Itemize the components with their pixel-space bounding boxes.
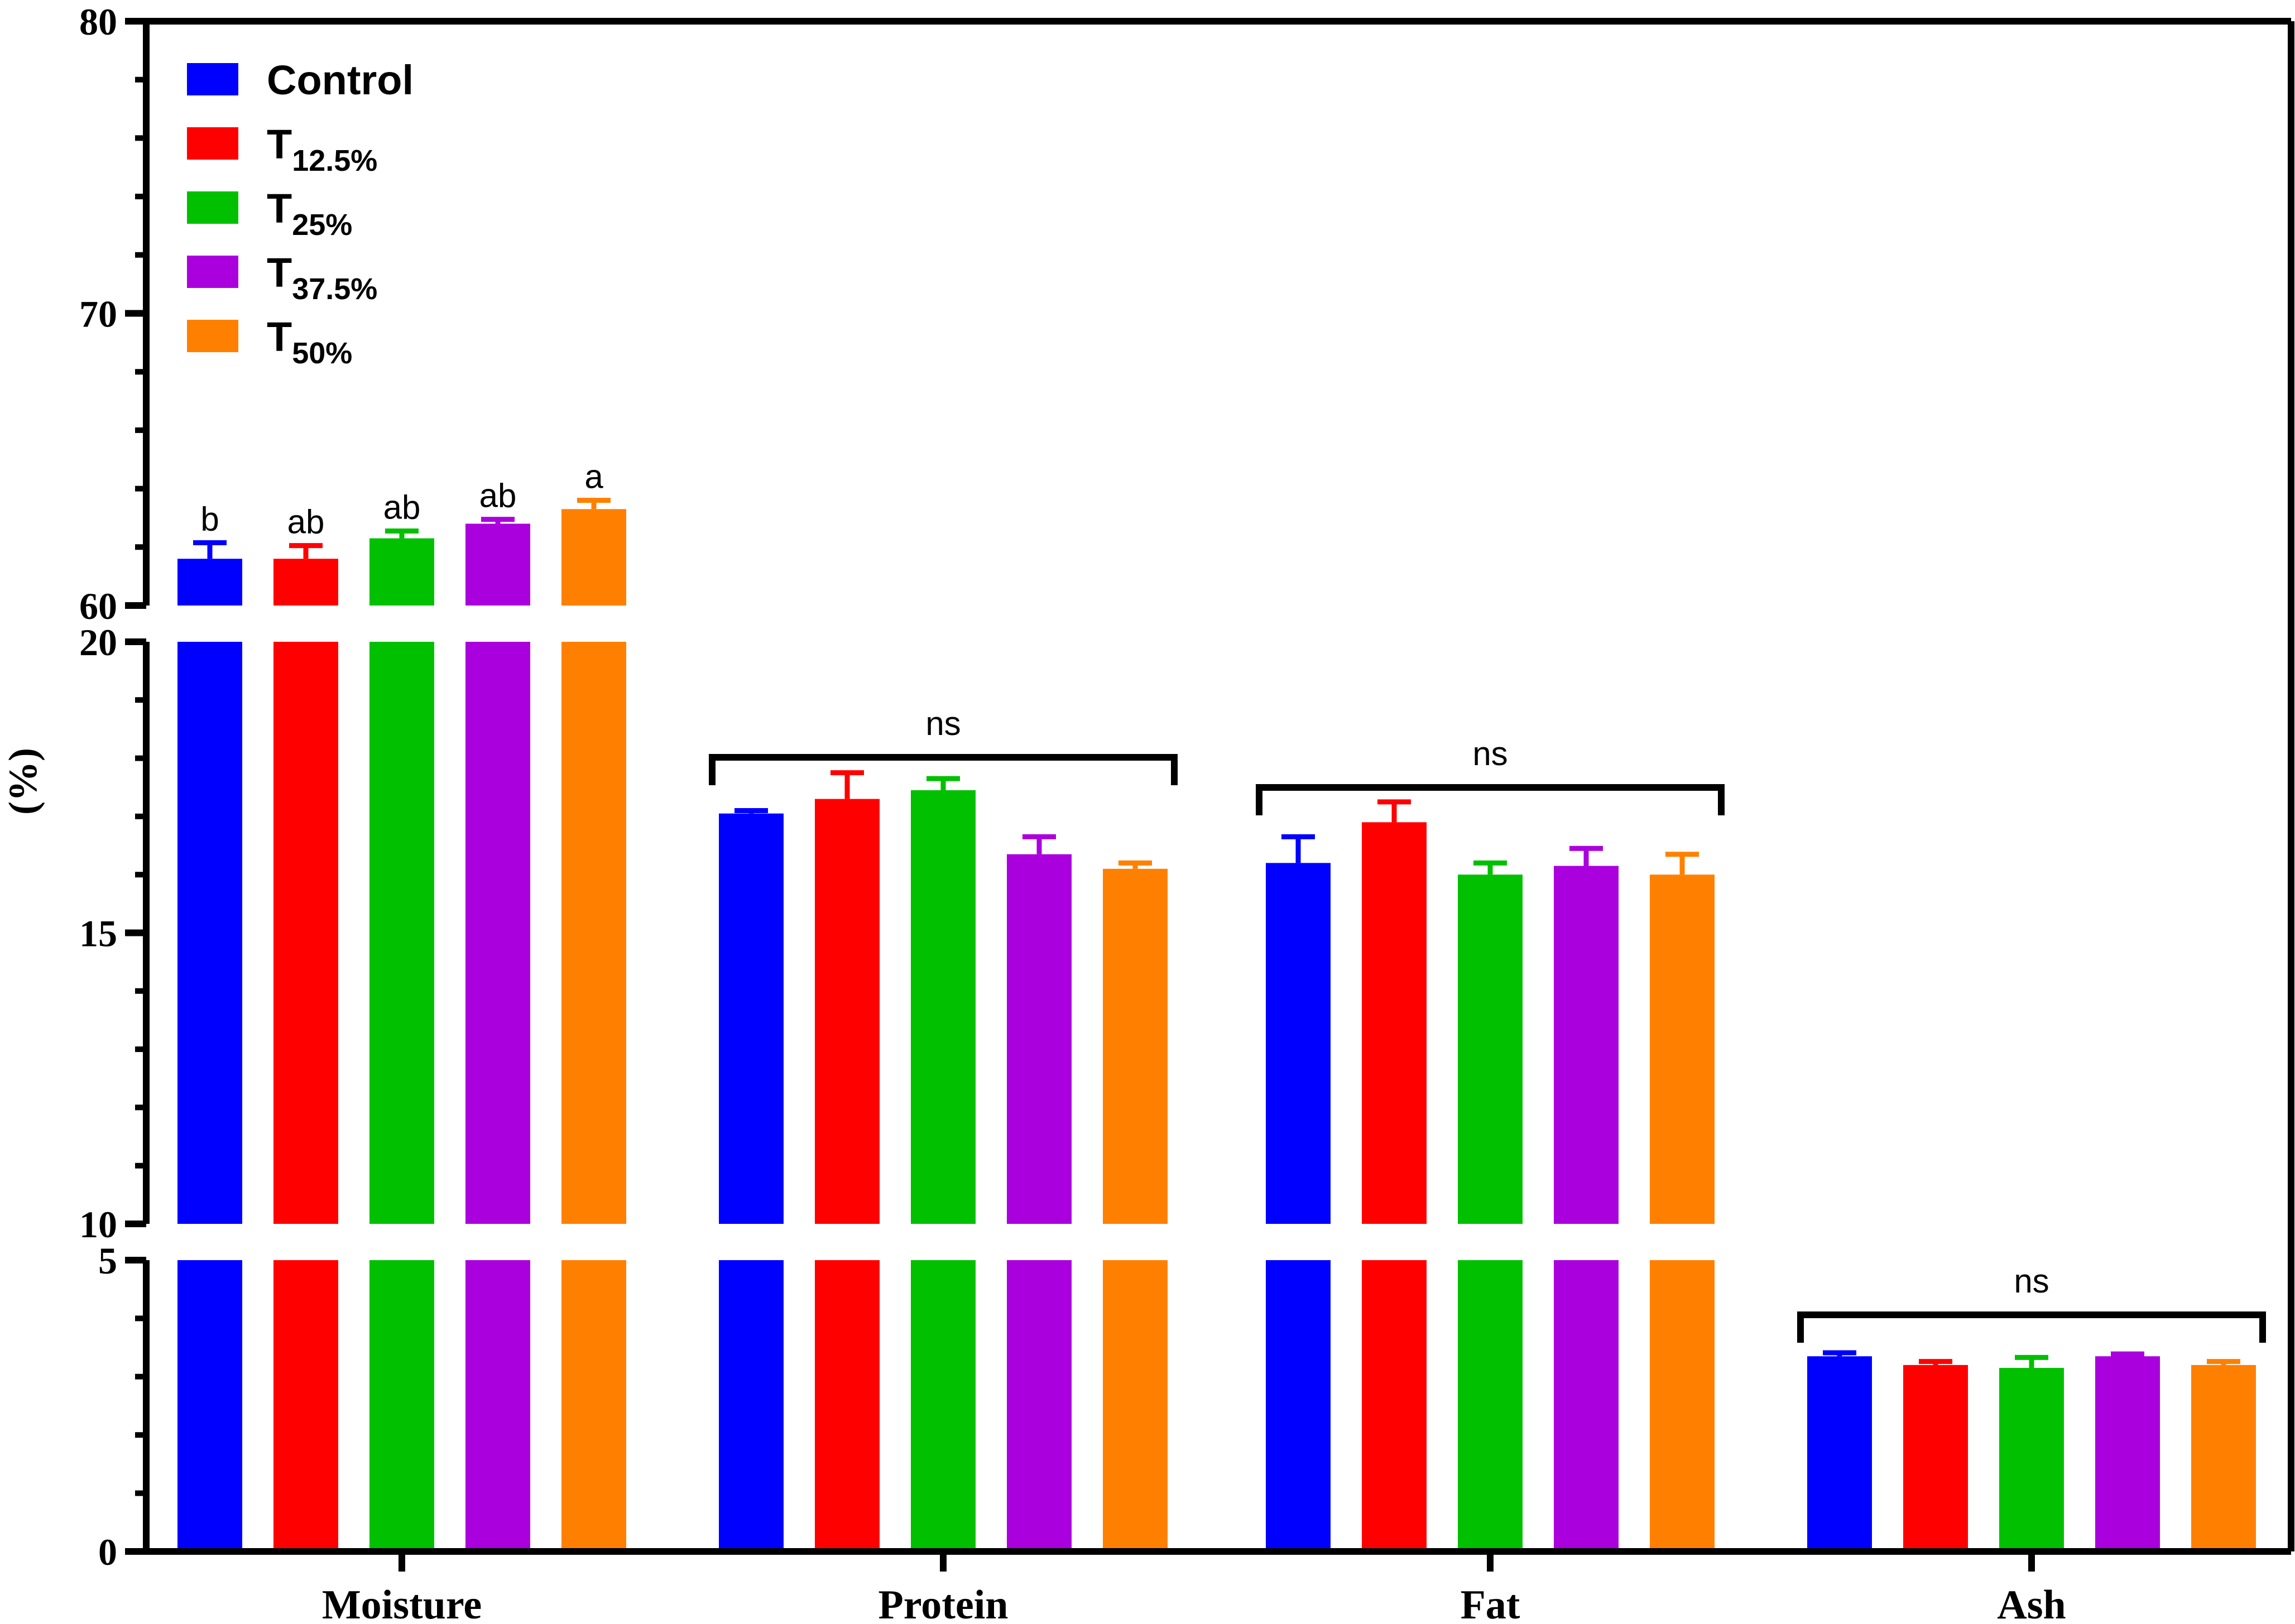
legend-label-1: T12.5% [267,121,377,177]
bar-moisture-Control [177,559,242,606]
bar-moisture-1-segment-1 [273,642,338,1224]
legend-swatch-3 [187,256,238,288]
significance-label-fat: ns [1472,735,1507,772]
significance-letter: a [584,458,603,496]
bar-protein-2-segment-0 [911,1260,976,1551]
bar-ash-T37.5% [2095,1356,2160,1551]
bar-fat-T50% [1650,875,1715,1224]
bar-fat-1-segment-0 [1362,1260,1427,1551]
x-tick-label-protein: Protein [878,1582,1009,1624]
x-tick-label-moisture: Moisture [322,1582,482,1624]
bar-fat-4-segment-0 [1650,1260,1715,1551]
bar-moisture-2-segment-1 [369,642,434,1224]
legend-swatch-1 [187,127,238,160]
bar-fat-T12.5% [1362,822,1427,1224]
bar-fat-0-segment-0 [1266,1260,1331,1551]
y-axis-label: (%) [1,748,45,815]
bar-moisture-4-segment-0 [561,1260,626,1551]
bar-protein-T25% [911,790,976,1224]
bar-fat-T25% [1458,875,1523,1224]
bar-protein-1-segment-0 [815,1260,880,1551]
bar-ash-Control [1807,1356,1872,1551]
bar-fat-3-segment-0 [1554,1260,1619,1551]
significance-letter: b [200,500,219,537]
legend-swatch-4 [187,320,238,352]
significance-label-ash: ns [2014,1262,2049,1300]
bar-moisture-0-segment-1 [177,642,242,1224]
bar-moisture-T50% [561,509,626,606]
y-tick-label: 10 [79,1203,117,1246]
bar-protein-T37.5% [1007,854,1072,1224]
x-tick-label-fat: Fat [1461,1582,1520,1624]
significance-letter: ab [383,489,421,526]
significance-letter: ab [287,503,325,541]
y-tick-label: 70 [79,293,117,335]
x-tick-label-ash: Ash [1997,1582,2066,1624]
bar-moisture-T12.5% [273,559,338,606]
bar-ash-T50% [2191,1364,2256,1551]
bar-moisture-4-segment-1 [561,642,626,1224]
legend-label-2: T25% [267,185,352,242]
bar-ash-T25% [1999,1368,2064,1551]
bar-protein-0-segment-0 [719,1260,784,1551]
legend-label-4: T50% [267,314,352,370]
y-tick-label: 5 [98,1239,117,1282]
bar-moisture-1-segment-0 [273,1260,338,1551]
bar-fat-T37.5% [1554,866,1619,1224]
significance-bracket-ash [1797,1311,2266,1343]
legend-swatch-2 [187,191,238,224]
legend: Control T12.5% T25% T37.5% T50% [187,57,414,370]
legend-label-0: Control [267,57,414,103]
significance-bracket-protein [709,754,1178,785]
bar-protein-4-segment-0 [1103,1260,1168,1551]
significance-bracket-fat [1256,784,1725,815]
bar-protein-T50% [1103,868,1168,1224]
bar-moisture-T37.5% [465,523,530,606]
significance-label-protein: ns [925,705,961,742]
legend-label-3: T37.5% [267,249,377,306]
y-tick-label: 0 [98,1531,117,1573]
bar-protein-T12.5% [815,799,880,1224]
bar-moisture-2-segment-0 [369,1260,434,1551]
y-tick-label: 15 [79,912,117,955]
legend-swatch-0 [187,63,238,95]
bar-moisture-T25% [369,538,434,606]
bar-moisture-3-segment-1 [465,642,530,1224]
bar-ash-T12.5% [1903,1364,1968,1551]
y-tick-label: 80 [79,1,117,43]
y-tick-label: 20 [79,621,117,664]
bar-protein-3-segment-0 [1007,1260,1072,1551]
bars-layer: b ab ab ab a [177,458,2256,1551]
bar-moisture-0-segment-0 [177,1260,242,1551]
bar-fat-Control [1266,863,1331,1224]
bar-fat-2-segment-0 [1458,1260,1523,1551]
bar-protein-Control [719,813,784,1224]
y-tick-label: 60 [79,585,117,627]
significance-letter: ab [479,477,517,515]
bar-moisture-3-segment-0 [465,1260,530,1551]
